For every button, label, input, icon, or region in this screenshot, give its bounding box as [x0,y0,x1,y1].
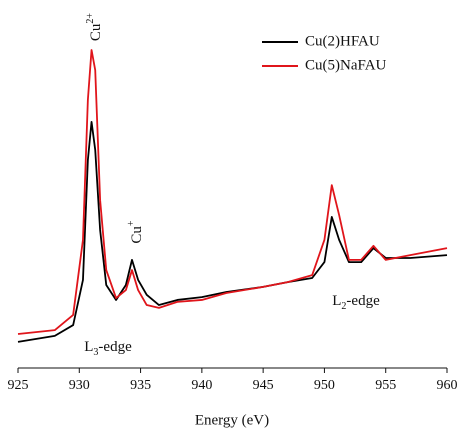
annotation-sub: 2 [341,301,346,312]
annotation: Cu2+ [85,13,104,42]
annotation-sup: + [126,220,137,226]
annotation-sub: 3 [93,347,98,358]
series-line [17,120,448,343]
legend-label: Cu(5)NaFAU [305,57,387,73]
x-tick-label: 935 [130,378,151,393]
annotation-text: L [332,293,341,309]
annotation: Cu+ [126,220,145,244]
x-axis-label: Energy (eV) [195,412,269,428]
annotation-text: -edge [98,339,132,355]
annotation: L3-edge [84,339,132,358]
x-tick-label: 950 [314,378,335,393]
series-line [17,49,448,335]
annotation-text: -edge [346,293,380,309]
annotation-sup: 2+ [85,13,96,24]
x-tick-label: 930 [69,378,90,393]
annotation-text: Cu [88,23,104,41]
x-tick-label: 940 [191,378,212,393]
x-tick-label: 945 [253,378,274,393]
annotation-text: L [84,339,93,355]
legend-label: Cu(2)HFAU [305,33,380,49]
annotation: L2-edge [332,293,380,312]
x-tick-label: 955 [375,378,396,393]
annotation-text: Cu [129,226,145,244]
x-tick-label: 960 [437,378,458,393]
x-tick-label: 925 [8,378,29,393]
